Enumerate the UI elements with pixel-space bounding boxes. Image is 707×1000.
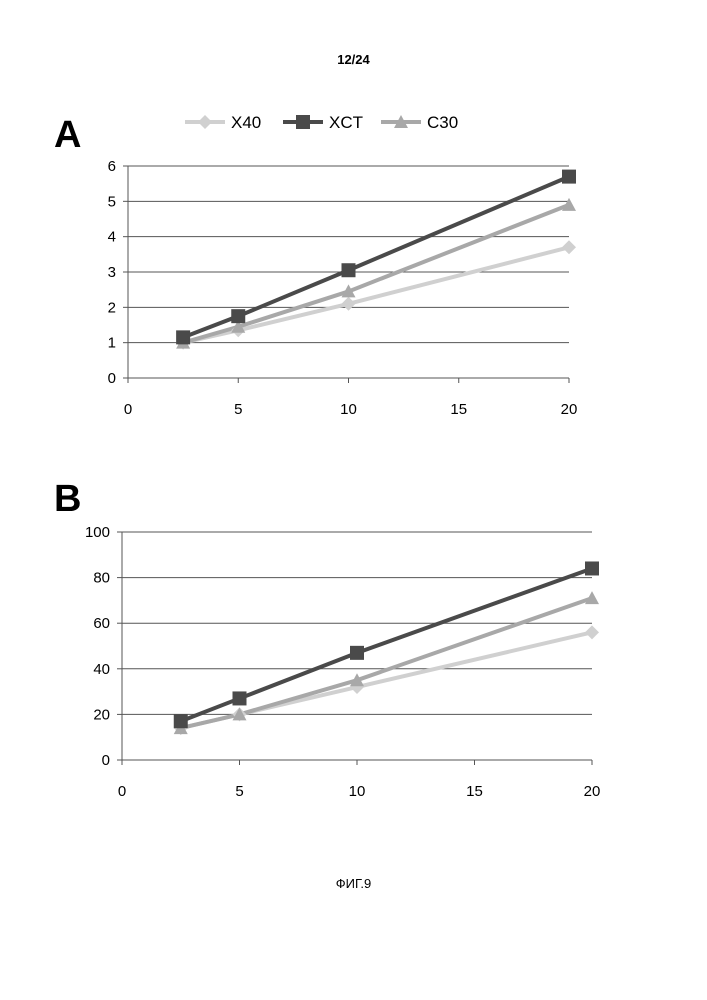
- chart-b-point-xct: [350, 646, 364, 660]
- chart-b-x-tick-label: 0: [118, 783, 126, 800]
- legend-label-c30: C30: [427, 113, 458, 132]
- chart-a-point-xct: [562, 170, 576, 184]
- chart-a-point-xct: [231, 309, 245, 323]
- chart-a-y-tick-label: 6: [108, 158, 116, 175]
- chart-a-point-xct: [176, 330, 190, 344]
- chart-a-y-tick-label: 1: [108, 335, 116, 352]
- chart-a-x-tick-label: 15: [450, 401, 467, 418]
- chart-b-x-tick-label: 20: [584, 783, 601, 800]
- chart-a-point-x40: [342, 297, 356, 311]
- chart-a-point-x40: [562, 240, 576, 254]
- chart-a-x-tick-label: 10: [340, 401, 357, 418]
- chart-b-point-x40: [585, 625, 599, 639]
- chart-b-y-tick-label: 0: [102, 752, 110, 769]
- chart-a-y-tick-label: 4: [108, 229, 116, 246]
- chart-a-y-tick-label: 5: [108, 193, 116, 210]
- chart-b-y-tick-label: 60: [93, 615, 110, 632]
- chart-a-y-tick-label: 2: [108, 299, 116, 316]
- chart-b-series-line-c30: [181, 598, 592, 728]
- chart-b-x-tick-label: 10: [349, 783, 366, 800]
- chart-b-point-xct: [233, 691, 247, 705]
- chart-a-y-tick-label: 0: [108, 370, 116, 387]
- chart-a-point-xct: [342, 263, 356, 277]
- legend-label-x40: X40: [231, 113, 261, 132]
- chart-b-y-tick-label: 80: [93, 570, 110, 587]
- chart-b-point-c30: [585, 591, 599, 604]
- chart-a-x-tick-label: 5: [234, 401, 242, 418]
- chart-b-point-xct: [174, 714, 188, 728]
- chart-b-y-tick-label: 20: [93, 706, 110, 723]
- chart-b-y-tick-label: 100: [85, 524, 110, 541]
- chart-a-x-tick-label: 0: [124, 401, 132, 418]
- chart-a-x-tick-label: 20: [561, 401, 578, 418]
- legend-marker-x40: [198, 115, 212, 129]
- chart-b-y-tick-label: 40: [93, 661, 110, 678]
- chart-a-y-tick-label: 3: [108, 264, 116, 281]
- legend-marker-xct: [296, 115, 310, 129]
- chart-b-x-tick-label: 15: [466, 783, 483, 800]
- chart-b-point-xct: [585, 561, 599, 575]
- chart-a-point-c30: [562, 198, 576, 211]
- figure-caption: ФИГ.9: [0, 876, 707, 891]
- chart-b-x-tick-label: 5: [235, 783, 243, 800]
- legend-label-xct: XCT: [329, 113, 363, 132]
